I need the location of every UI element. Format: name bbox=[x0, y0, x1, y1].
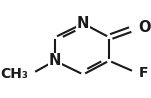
Text: N: N bbox=[49, 53, 61, 68]
Text: N: N bbox=[77, 16, 89, 31]
Text: O: O bbox=[138, 20, 151, 35]
Text: CH₃: CH₃ bbox=[0, 68, 28, 81]
Text: F: F bbox=[138, 66, 148, 79]
